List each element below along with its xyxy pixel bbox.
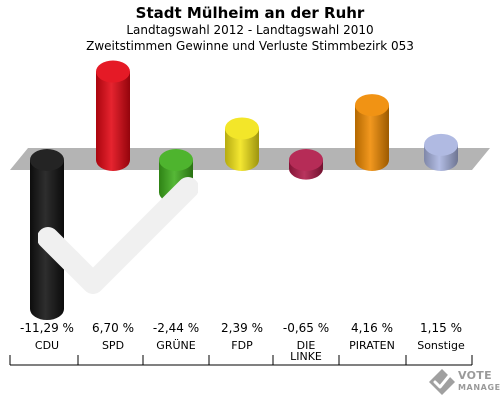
chart-title: Stadt Mülheim an der Ruhr: [135, 4, 365, 22]
category-label: Sonstige: [417, 339, 465, 352]
value-label: -0,65 %: [283, 321, 329, 335]
value-label: 2,39 %: [221, 321, 263, 335]
category-label: GRÜNE: [156, 339, 195, 352]
value-label: -11,29 %: [20, 321, 74, 335]
bar-piraten: [355, 94, 389, 171]
chart-subtitle: Landtagswahl 2012 - Landtagswahl 2010: [126, 23, 374, 37]
category-label: FDP: [231, 339, 253, 352]
vote-manager-logo: VOTE MANAGER: [427, 367, 500, 399]
chart-subtitle-detail: Zweitstimmen Gewinne und Verluste Stimmb…: [86, 39, 414, 53]
value-label: 4,16 %: [351, 321, 393, 335]
logo-manager-text: MANAGER: [458, 383, 500, 392]
bar-fdp: [225, 117, 259, 171]
category-label: DIE LINKE: [290, 339, 322, 363]
category-label: PIRATEN: [349, 339, 395, 352]
value-label: 1,15 %: [420, 321, 462, 335]
category-label: SPD: [102, 339, 124, 352]
watermark-check-icon: [38, 177, 198, 294]
value-label: -2,44 %: [153, 321, 199, 335]
bar-sonstige: [424, 133, 458, 171]
logo-vote-text: VOTE: [458, 369, 492, 382]
ballot-check-icon: [429, 369, 455, 395]
value-label: 6,70 %: [92, 321, 134, 335]
category-label: CDU: [35, 339, 59, 352]
bar-die-linke: [289, 149, 323, 180]
bar-spd: [96, 60, 130, 171]
